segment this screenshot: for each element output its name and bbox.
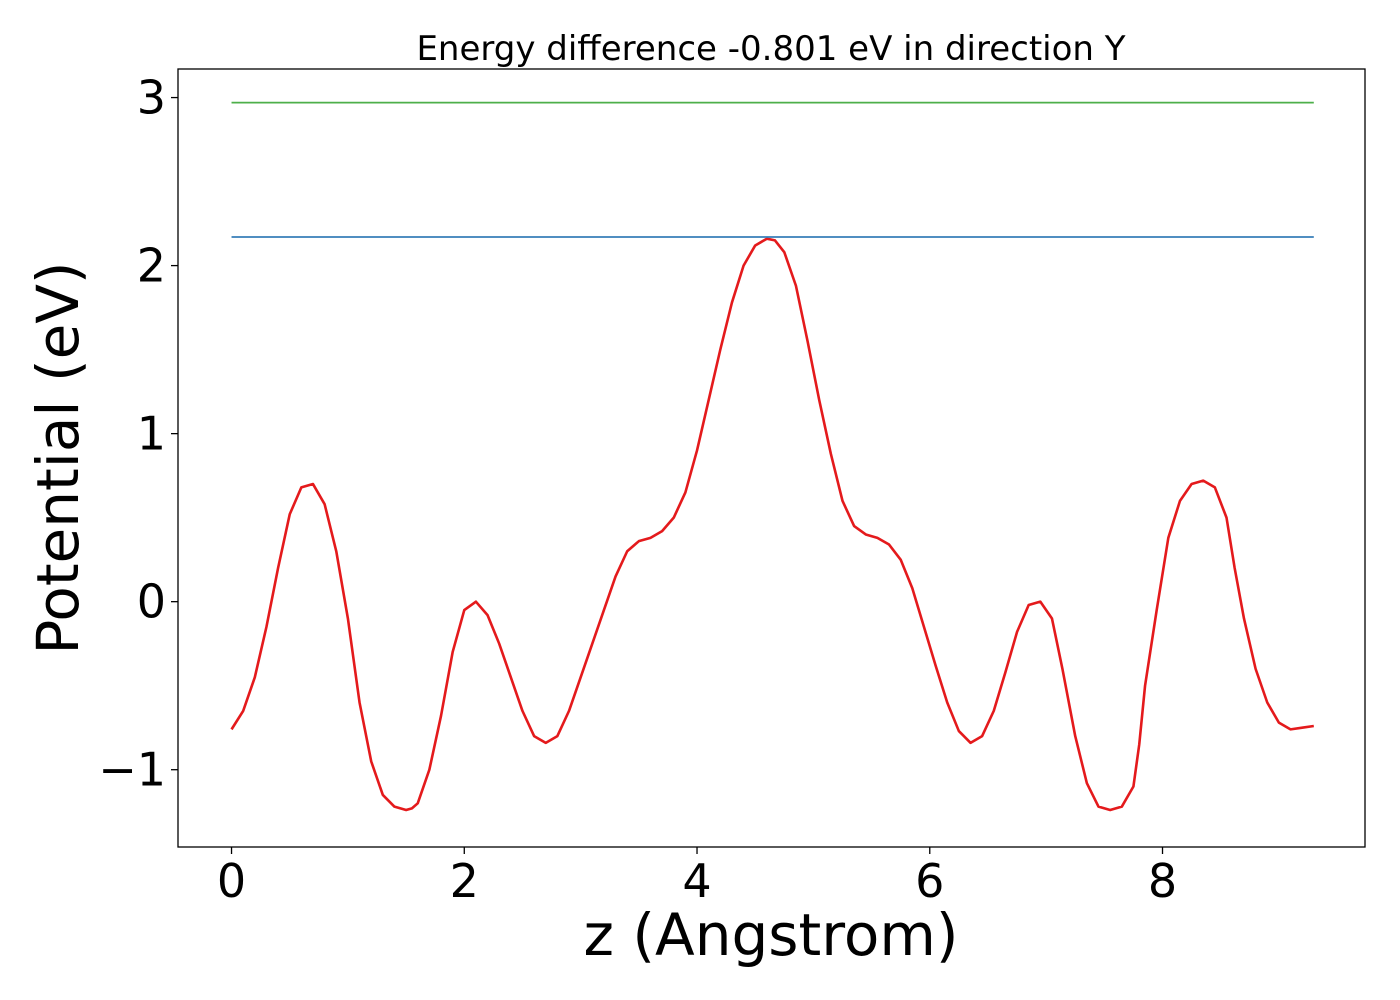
y-tick-label: 2 [137, 239, 166, 293]
x-tick-label: 8 [1148, 854, 1177, 908]
y-tick-label: 0 [137, 575, 166, 629]
y-axis: −1 0 1 2 3 [98, 71, 178, 797]
x-tick-label: 4 [682, 854, 711, 908]
x-tick-label: 2 [450, 854, 479, 908]
x-tick-label: 6 [915, 854, 944, 908]
series-line-potential [230, 237, 1314, 812]
plot-frame [177, 68, 1366, 848]
y-tick-label: 3 [137, 71, 166, 125]
y-tick-label: −1 [98, 743, 166, 797]
x-axis: 0 2 4 6 8 [217, 847, 1177, 908]
x-tick-label: 0 [217, 854, 246, 908]
chart-title: Energy difference -0.801 eV in direction… [416, 29, 1125, 69]
x-axis-label: z (Angstrom) [584, 901, 959, 969]
y-axis-label: Potential (eV) [24, 261, 92, 654]
plot-area [230, 101, 1314, 812]
y-tick-label: 1 [137, 407, 166, 461]
